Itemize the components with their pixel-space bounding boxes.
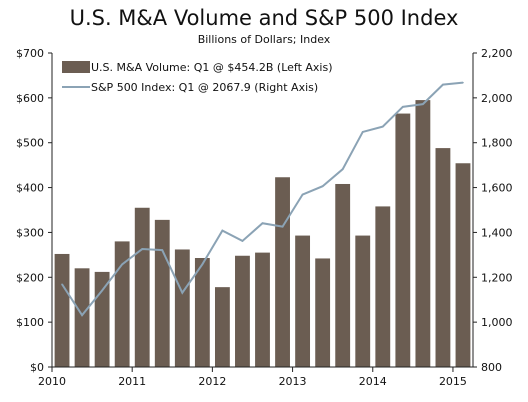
chart-legend: U.S. M&A Volume: Q1 @ $454.2B (Left Axis… <box>62 61 333 94</box>
bar-17 <box>395 113 411 367</box>
right-tick-label-3: 1,400 <box>481 226 513 239</box>
bar-9 <box>235 255 250 367</box>
sp500-point-2 <box>101 289 103 292</box>
bar-16 <box>375 206 391 367</box>
sp500-point-5 <box>161 249 164 251</box>
left-tick-label-1: $100 <box>16 316 44 329</box>
x-tick-label-0: 2010 <box>38 375 66 388</box>
sp500-point-4 <box>141 248 144 250</box>
sp500-point-8 <box>221 229 224 232</box>
left-tick-label-2: $200 <box>16 271 44 284</box>
bar-14 <box>335 183 351 367</box>
bar-20 <box>455 163 471 367</box>
bar-7 <box>194 258 210 367</box>
left-tick-label-6: $600 <box>16 92 44 105</box>
chart-title: U.S. M&A Volume and S&P 500 Index <box>69 6 459 30</box>
sp500-point-13 <box>321 185 324 188</box>
x-tick-label-1: 2011 <box>118 375 146 388</box>
bar-6 <box>174 249 190 367</box>
legend-label-sp500: S&P 500 Index: Q1 @ 2067.9 (Right Axis) <box>91 81 318 94</box>
sp500-point-9 <box>241 240 244 242</box>
x-tick-label-2: 2012 <box>198 375 226 388</box>
left-tick-label-4: $400 <box>16 182 44 195</box>
sp500-point-15 <box>361 131 364 133</box>
bar-15 <box>355 235 371 367</box>
bar-13 <box>315 258 331 367</box>
x-tick-label-3: 2013 <box>279 375 307 388</box>
bar-5 <box>154 219 170 367</box>
bar-0 <box>54 253 70 367</box>
left-tick-label-3: $300 <box>16 226 44 239</box>
sp500-point-16 <box>381 125 384 128</box>
sp500-point-3 <box>121 263 123 266</box>
bar-18 <box>415 100 431 367</box>
sp500-point-1 <box>81 314 83 316</box>
bar-10 <box>255 252 270 367</box>
right-tick-label-5: 1,800 <box>481 137 513 150</box>
right-tick-label-1: 1,000 <box>481 316 513 329</box>
sp500-point-18 <box>422 103 424 105</box>
sp500-point-10 <box>261 222 264 225</box>
left-tick-label-0: $0 <box>30 361 44 374</box>
sp500-point-19 <box>442 83 444 86</box>
sp500-point-6 <box>181 291 184 294</box>
right-tick-label-0: 800 <box>481 361 502 374</box>
sp500-point-0 <box>61 283 63 286</box>
right-tick-label-7: 2,200 <box>481 47 513 60</box>
sp500-point-11 <box>281 225 284 228</box>
sp500-point-20 <box>462 81 464 84</box>
bar-3 <box>114 241 130 367</box>
bar-2 <box>94 271 110 367</box>
legend-swatch-ma <box>62 61 90 73</box>
left-tick-label-5: $500 <box>16 137 44 150</box>
right-tick-label-6: 2,000 <box>481 92 513 105</box>
right-tick-label-2: 1,200 <box>481 271 513 284</box>
sp500-point-17 <box>402 106 404 108</box>
legend-label-ma: U.S. M&A Volume: Q1 @ $454.2B (Left Axis… <box>91 61 333 74</box>
sp500-point-7 <box>201 263 204 266</box>
x-tick-label-5: 2015 <box>439 375 467 388</box>
bar-4 <box>134 207 150 367</box>
bar-12 <box>295 235 311 367</box>
bar-19 <box>435 148 451 367</box>
x-tick-label-4: 2014 <box>359 375 387 388</box>
right-tick-label-4: 1,600 <box>481 182 513 195</box>
bar-11 <box>275 177 290 367</box>
bar-1 <box>74 268 90 367</box>
chart-subtitle: Billions of Dollars; Index <box>197 33 331 46</box>
sp500-point-12 <box>301 193 304 196</box>
left-tick-label-7: $700 <box>16 47 44 60</box>
sp500-point-14 <box>341 168 344 170</box>
bar-8 <box>214 287 230 367</box>
